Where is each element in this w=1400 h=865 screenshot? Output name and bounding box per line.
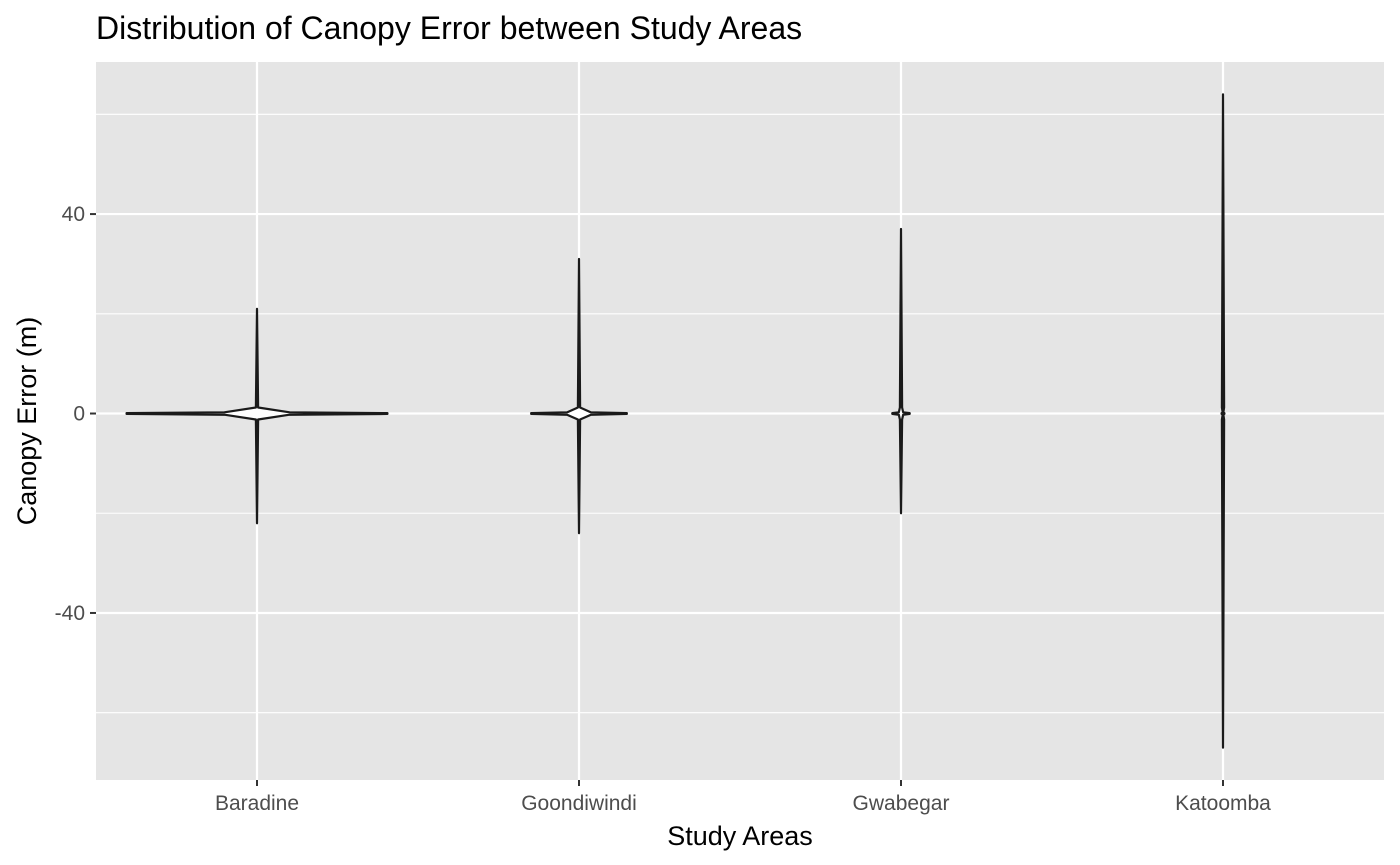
x-tick-label: Baradine <box>215 792 299 815</box>
y-axis-title: Canopy Error (m) <box>12 317 42 526</box>
x-axis-title: Study Areas <box>667 821 813 851</box>
y-tick-label: 0 <box>73 403 85 426</box>
violin-baradine <box>125 307 389 525</box>
y-tick-label: 40 <box>62 203 85 226</box>
x-tick-label: Goondiwindi <box>521 792 637 815</box>
chart-title: Distribution of Canopy Error between Stu… <box>96 10 802 46</box>
x-axis-ticks: Baradine Goondiwindi Gwabegar Katoomba <box>215 780 1271 815</box>
y-tick-label: -40 <box>55 602 85 625</box>
x-tick-label: Gwabegar <box>853 792 950 815</box>
y-axis-ticks: -40 0 40 <box>55 203 96 625</box>
plot-panel <box>96 62 1384 780</box>
violins <box>125 93 1226 749</box>
x-tick-label: Katoomba <box>1175 792 1271 815</box>
violin-katoomba <box>1220 93 1226 749</box>
violin-goondiwindi <box>530 257 628 535</box>
violin-gwabegar <box>891 227 911 515</box>
